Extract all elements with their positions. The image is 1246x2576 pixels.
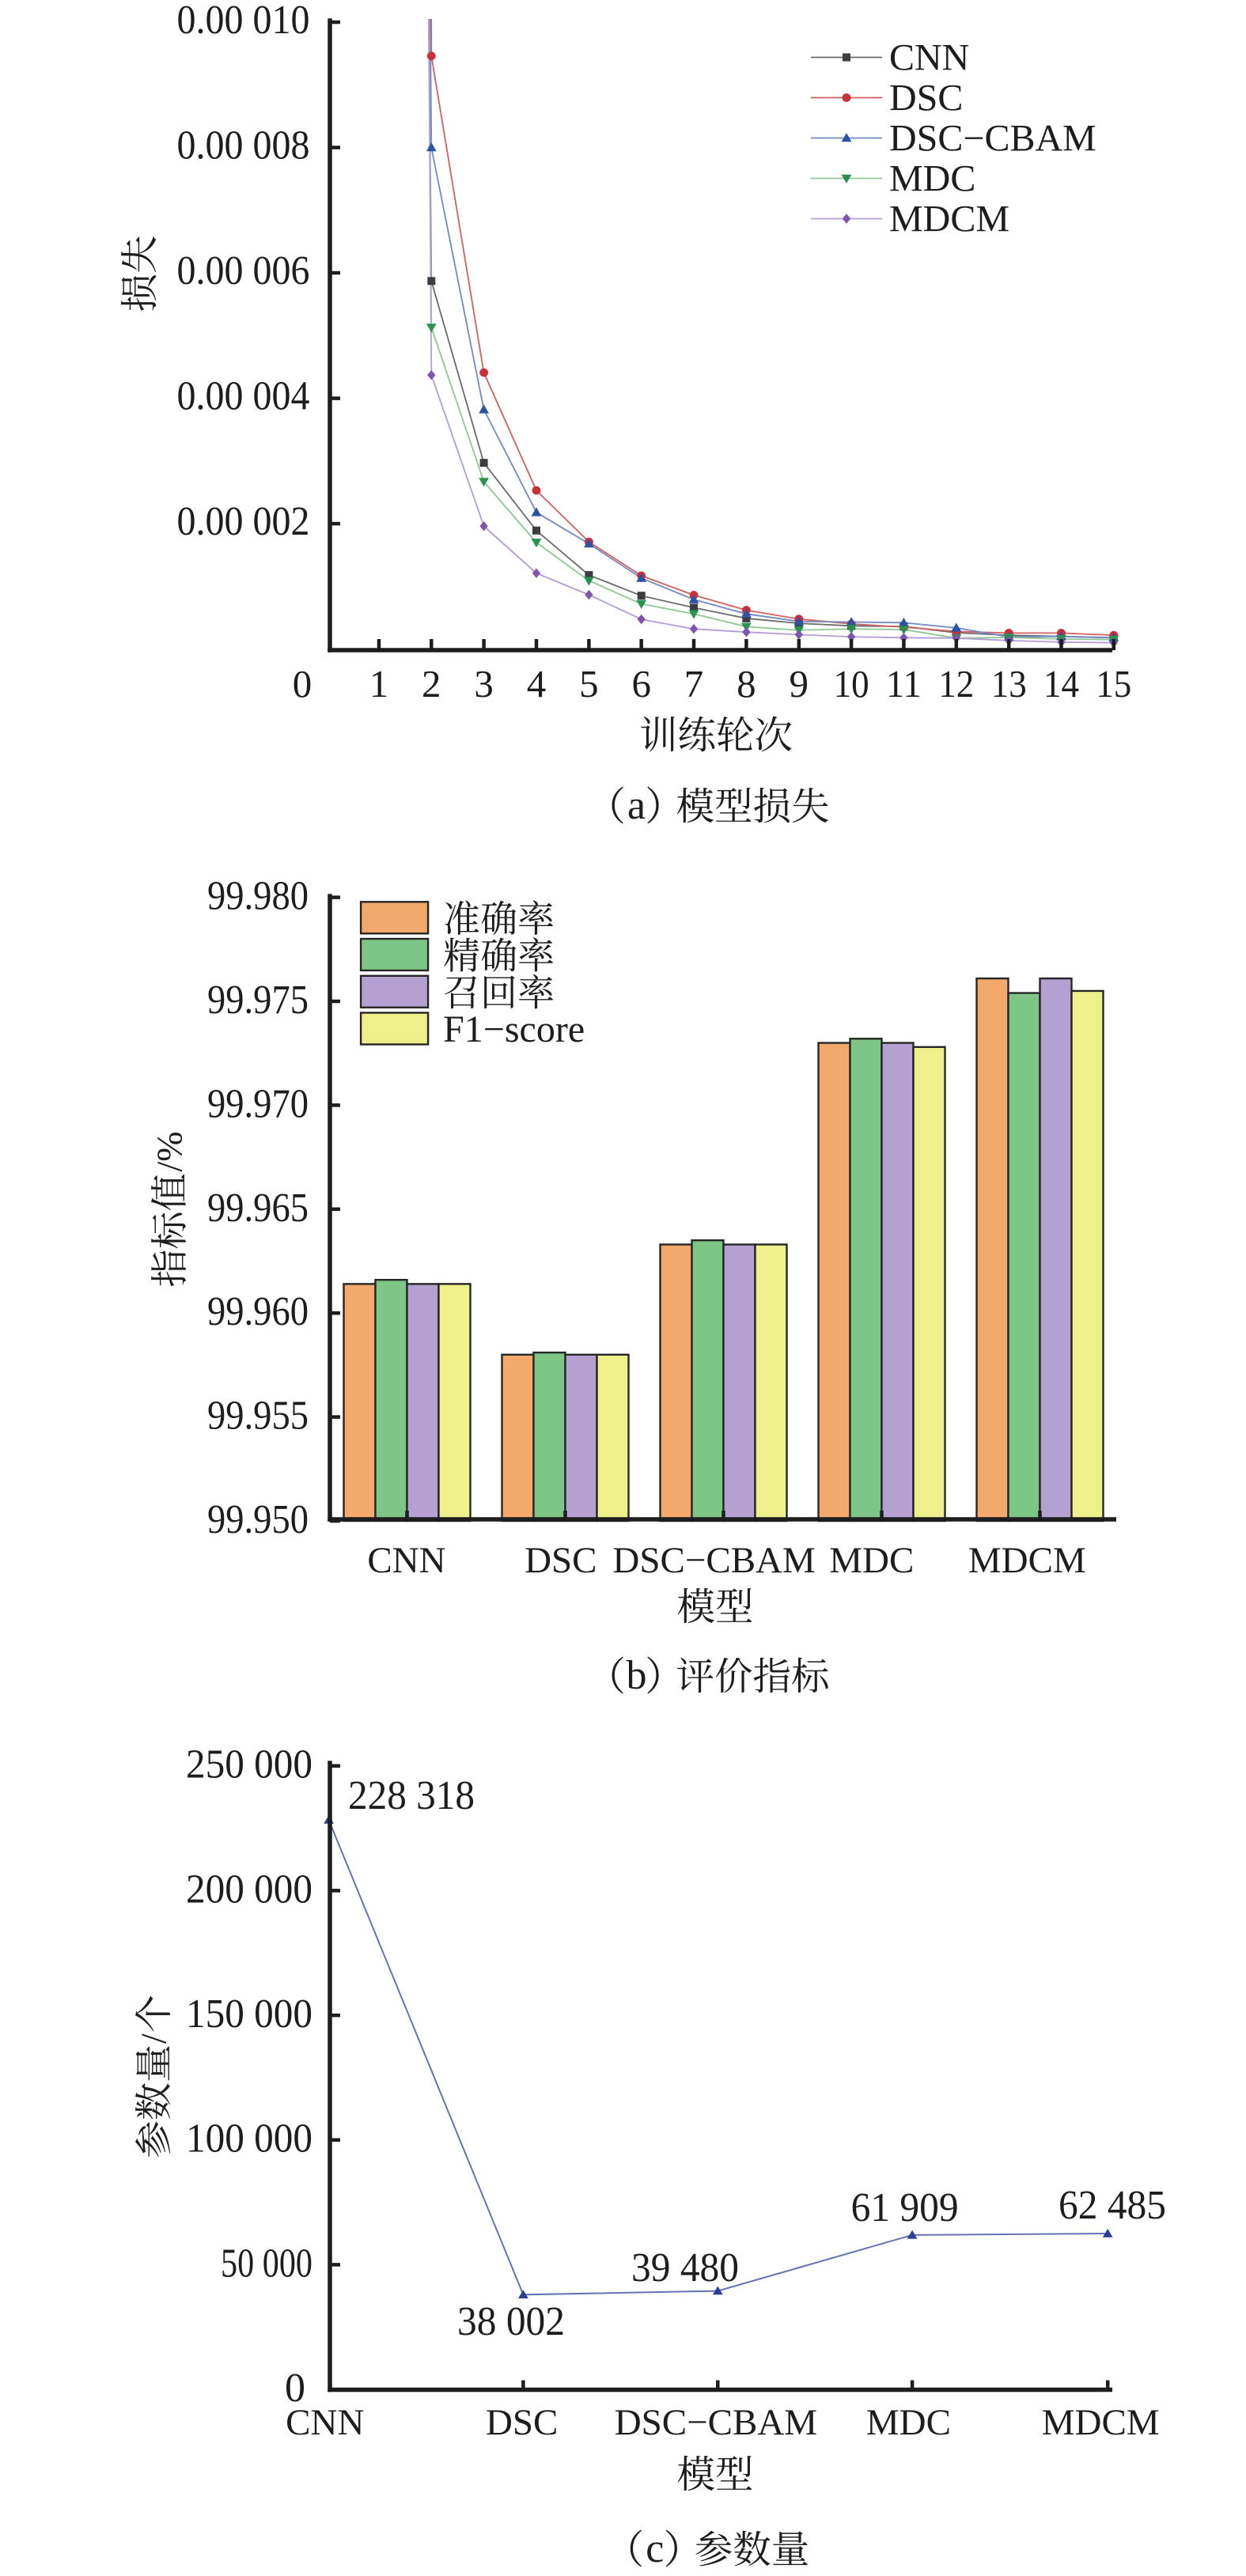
svg-text:MDC: MDC [866,2402,951,2443]
svg-text:DSC: DSC [889,78,963,119]
svg-text:DSC−CBAM: DSC−CBAM [889,118,1096,160]
svg-text:CNN: CNN [889,37,969,79]
svg-text:150 000: 150 000 [186,1992,312,2037]
svg-text:0.00 008: 0.00 008 [177,123,310,168]
svg-text:MDCM: MDCM [889,199,1009,240]
svg-text:62 485: 62 485 [1059,2183,1166,2228]
svg-text:14: 14 [1043,662,1079,705]
svg-text:99.965: 99.965 [207,1186,309,1231]
svg-text:10: 10 [834,662,869,705]
svg-text:99.975: 99.975 [207,978,309,1023]
svg-text:MDC: MDC [829,1540,914,1581]
svg-text:0: 0 [293,662,312,705]
svg-text:DSC: DSC [486,2402,558,2443]
svg-text:DSC: DSC [525,1540,596,1581]
svg-text:99.960: 99.960 [207,1289,309,1334]
svg-text:0.00 004: 0.00 004 [177,374,310,419]
svg-text:0.00 002: 0.00 002 [177,499,310,544]
svg-text:13: 13 [991,662,1027,705]
svg-text:b: b [627,1653,647,1698]
svg-text:3: 3 [474,662,494,705]
svg-text:c: c [646,2526,664,2571]
svg-text:7: 7 [684,662,704,705]
svg-text:/%: /% [150,1131,190,1171]
svg-text:100 000: 100 000 [186,2116,312,2162]
svg-text:4: 4 [527,662,547,705]
svg-text:MDCM: MDCM [968,1540,1086,1581]
svg-text:1: 1 [369,662,389,705]
svg-text:39 480: 39 480 [631,2245,739,2290]
svg-text:/: / [134,2033,174,2044]
svg-text:DSC−CBAM: DSC−CBAM [615,2402,817,2443]
svg-text:50 000: 50 000 [221,2241,312,2286]
svg-text:0.00 006: 0.00 006 [177,248,310,293]
svg-text:99.950: 99.950 [207,1497,309,1542]
svg-text:99.980: 99.980 [207,874,309,919]
svg-text:38 002: 38 002 [457,2299,565,2344]
svg-text:F1−score: F1−score [443,1008,585,1050]
svg-text:6: 6 [631,662,651,705]
svg-text:12: 12 [938,662,974,705]
svg-text:2: 2 [422,662,441,705]
svg-text:99.955: 99.955 [207,1394,309,1439]
svg-text:MDC: MDC [889,158,975,200]
svg-text:0.00 010: 0.00 010 [177,0,310,43]
svg-text:MDCM: MDCM [1042,2402,1160,2443]
svg-text:9: 9 [790,662,809,705]
svg-text:CNN: CNN [286,2402,364,2443]
svg-text:61 909: 61 909 [851,2185,959,2230]
svg-text:CNN: CNN [367,1540,445,1581]
svg-text:15: 15 [1096,662,1131,705]
svg-text:228 318: 228 318 [348,1773,475,1818]
svg-text:8: 8 [737,662,756,705]
svg-text:DSC−CBAM: DSC−CBAM [612,1540,815,1581]
svg-text:250 000: 250 000 [186,1742,312,1787]
svg-text:5: 5 [579,662,599,705]
svg-text:11: 11 [886,662,922,705]
svg-text:0: 0 [285,2366,305,2411]
svg-text:a: a [627,783,646,828]
svg-text:200 000: 200 000 [186,1867,312,1912]
svg-text:99.970: 99.970 [207,1081,309,1126]
